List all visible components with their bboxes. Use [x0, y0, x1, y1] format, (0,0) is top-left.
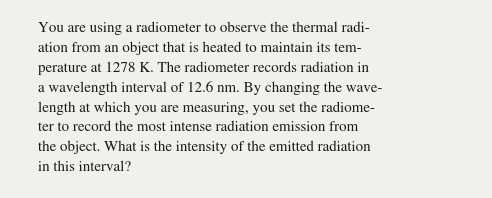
Text: perature at 1278 K. The radiometer records radiation in: perature at 1278 K. The radiometer recor… — [38, 62, 369, 75]
Text: in this interval?: in this interval? — [38, 161, 131, 174]
Text: ter to record the most intense radiation emission from: ter to record the most intense radiation… — [38, 121, 358, 134]
Text: the object. What is the intensity of the emitted radiation: the object. What is the intensity of the… — [38, 141, 370, 154]
Text: ation from an object that is heated to maintain its tem-: ation from an object that is heated to m… — [38, 42, 362, 55]
Text: a wavelength interval of 12.6 nm. By changing the wave-: a wavelength interval of 12.6 nm. By cha… — [38, 81, 382, 95]
Text: You are using a radiometer to observe the thermal radi-: You are using a radiometer to observe th… — [38, 22, 370, 35]
Text: length at which you are measuring, you set the radiome-: length at which you are measuring, you s… — [38, 101, 375, 115]
